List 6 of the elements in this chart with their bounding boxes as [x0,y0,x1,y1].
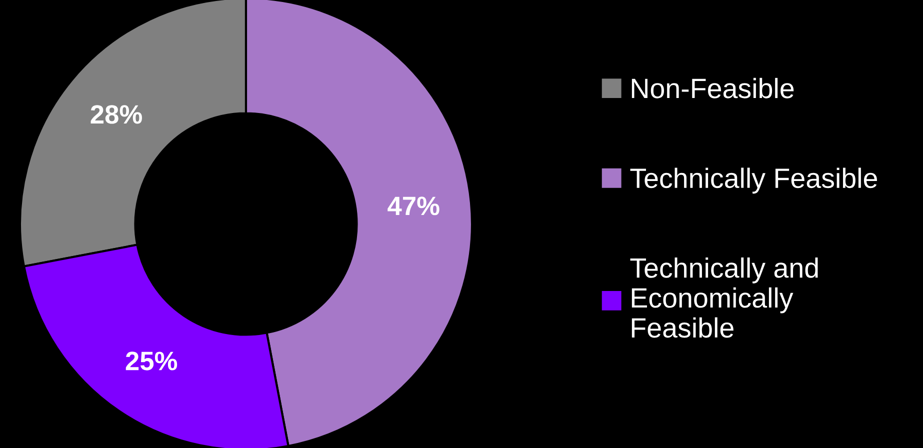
data-label: 25% [126,352,178,370]
legend-label: Technically and Economically Feasible [630,257,818,338]
data-label: 28% [90,105,142,124]
legend-label: Non-Feasible [632,78,794,98]
legend-label: Technically Feasible [630,168,877,194]
data-label: 47% [388,196,440,216]
